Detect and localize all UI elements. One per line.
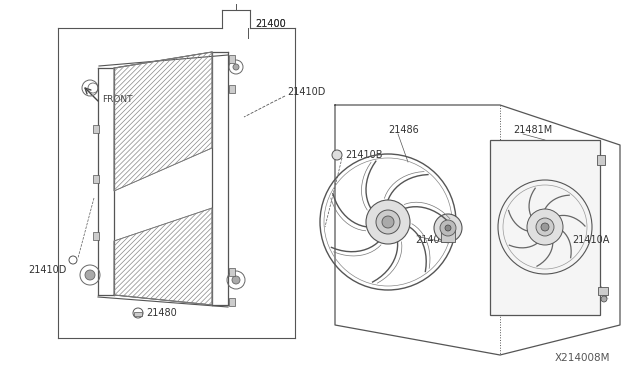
Bar bbox=[598, 287, 608, 295]
Bar bbox=[229, 268, 235, 276]
Circle shape bbox=[527, 209, 563, 245]
Text: 21481M: 21481M bbox=[513, 125, 552, 135]
Text: 21400: 21400 bbox=[255, 19, 285, 29]
Bar bbox=[229, 298, 235, 306]
Circle shape bbox=[332, 150, 342, 160]
Polygon shape bbox=[114, 208, 212, 305]
Text: 21486: 21486 bbox=[388, 125, 419, 135]
Text: 21480: 21480 bbox=[146, 308, 177, 318]
Bar bbox=[490, 140, 600, 315]
Circle shape bbox=[445, 225, 451, 231]
Circle shape bbox=[85, 270, 95, 280]
Circle shape bbox=[440, 220, 456, 236]
Text: 21407: 21407 bbox=[415, 235, 446, 245]
Circle shape bbox=[233, 64, 239, 70]
Bar bbox=[134, 312, 142, 316]
Bar bbox=[93, 232, 99, 240]
Text: 21410D: 21410D bbox=[287, 87, 325, 97]
Bar bbox=[441, 230, 455, 242]
Circle shape bbox=[536, 218, 554, 236]
Text: 21410D: 21410D bbox=[28, 265, 67, 275]
Text: 21400: 21400 bbox=[255, 19, 285, 29]
Text: 21410A: 21410A bbox=[572, 235, 609, 245]
Text: 21410B: 21410B bbox=[345, 150, 383, 160]
Circle shape bbox=[541, 223, 549, 231]
Bar bbox=[229, 55, 235, 63]
Text: FRONT: FRONT bbox=[102, 94, 132, 103]
Circle shape bbox=[376, 210, 400, 234]
Polygon shape bbox=[114, 52, 212, 191]
Bar bbox=[93, 175, 99, 183]
Bar bbox=[93, 125, 99, 133]
Circle shape bbox=[232, 276, 240, 284]
Bar bbox=[229, 85, 235, 93]
Circle shape bbox=[434, 214, 462, 242]
Circle shape bbox=[601, 296, 607, 302]
Circle shape bbox=[382, 216, 394, 228]
Circle shape bbox=[366, 200, 410, 244]
Text: X214008M: X214008M bbox=[555, 353, 611, 363]
Bar bbox=[597, 155, 605, 165]
